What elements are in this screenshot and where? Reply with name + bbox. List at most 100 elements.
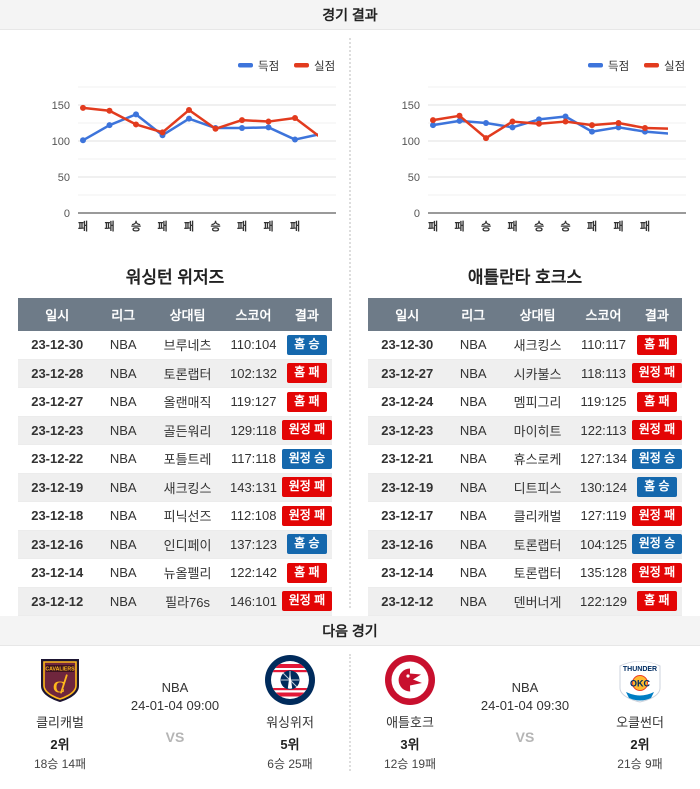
svg-text:실점: 실점 — [664, 60, 685, 73]
team-name: 워싱위저 — [266, 714, 314, 730]
game-opponent: 새크킹스 — [163, 480, 212, 496]
game-score: 137:123 — [229, 536, 277, 552]
game-result-cell: 홈 패 — [282, 562, 332, 583]
game-opponent: 토론랩터 — [513, 537, 562, 553]
game-score: 130:124 — [579, 479, 627, 495]
results-table-hawks: 일시 리그 상대팀 스코어 결과 23-12-30 NBA 새크킹스 110:117 홈… — [368, 298, 683, 616]
game-result-cell: 원정 패 — [631, 562, 683, 583]
game-result-cell: 원정 패 — [281, 505, 333, 526]
game-score: 122:142 — [229, 565, 277, 581]
game-opponent: 새크킹스 — [513, 338, 562, 354]
game-opponent: 뉴올펠리 — [163, 566, 212, 582]
game-score: 104:125 — [579, 536, 627, 552]
game-league: NBA — [109, 508, 137, 524]
table-header-row: 일시 리그 상대팀 스코어 결과 — [18, 298, 332, 331]
score-line-chart-hawks: 0 50 100 150 패 패 승 패 승 승 패 패 패 득점 실점 — [402, 60, 686, 233]
svg-text:0: 0 — [414, 208, 420, 220]
table-body-wizards: 23-12-30 NBA 브루네츠 110:104 홈 승 23-12-28 NBA 토론랩터… — [18, 331, 333, 616]
game-date: 23-12-23 — [381, 422, 434, 438]
game-league: NBA — [459, 422, 487, 438]
game-result-cell: 홈 패 — [632, 391, 682, 412]
table-row: 23-12-16 NBA 인디페이 137:123 홈 승 — [18, 530, 332, 559]
game-result-cell: 홈 패 — [282, 363, 332, 384]
result-badge: 원정 패 — [631, 505, 683, 526]
game-result-cell: 원정 패 — [631, 363, 683, 384]
table-row: 23-12-28 NBA 토론랩터 102:132 홈 패 — [18, 359, 332, 388]
result-badge: 원정 패 — [281, 505, 333, 526]
table-row: 23-12-23 NBA 골든워리 129:118 원정 패 — [18, 416, 333, 445]
svg-text:CAVALIERS: CAVALIERS — [45, 666, 75, 672]
result-badge: 원정 패 — [631, 420, 683, 441]
game-date: 23-12-27 — [31, 394, 84, 410]
game-date: 23-12-12 — [381, 593, 434, 609]
game-result-cell: 홈 승 — [632, 477, 682, 498]
team-record: 18승 14패 — [33, 756, 87, 771]
game-date: 23-12-24 — [381, 394, 434, 410]
vs-label: VS — [515, 729, 535, 745]
game-score: 122:113 — [580, 422, 627, 438]
cavaliers-logo: CAVALIERS C — [41, 658, 79, 702]
game-score: 110:117 — [580, 337, 627, 353]
table-row: 23-12-18 NBA 피닉선즈 112:108 원정 패 — [18, 502, 333, 531]
chart-y-axis-labels: 0 50 100 150 — [52, 100, 70, 220]
game-score: 146:101 — [229, 593, 277, 609]
game-opponent: 인디페이 — [163, 537, 212, 553]
game-league: NBA — [109, 422, 137, 438]
team-rank: 2위 — [630, 736, 650, 752]
col-header-score: 스코어 — [235, 308, 272, 323]
game-opponent: 골든워리 — [163, 423, 212, 439]
game-date: 23-12-27 — [381, 365, 434, 381]
game-opponent: 덴버너게 — [513, 594, 562, 610]
series-points-allowed — [80, 104, 318, 138]
wizards-logo — [265, 654, 315, 705]
col-header-opponent: 상대팀 — [169, 308, 206, 323]
next-game-section-title: 다음 경기 — [322, 622, 378, 639]
chart-y-axis-labels: 0 50 100 150 — [402, 100, 420, 220]
table-row: 23-12-12 NBA 덴버너게 122:129 홈 패 — [368, 587, 682, 616]
svg-text:득점: 득점 — [608, 60, 629, 73]
svg-text:50: 50 — [408, 172, 420, 184]
chart-legend: 득점 실점 — [238, 60, 335, 73]
game-score: 127:134 — [579, 451, 627, 467]
svg-text:패: 패 — [290, 219, 300, 233]
svg-text:50: 50 — [58, 172, 70, 184]
svg-text:승: 승 — [481, 220, 491, 233]
game-league: NBA — [459, 508, 487, 524]
game-opponent: 멤피그리 — [513, 395, 562, 411]
next-games: CAVALIERS C 클리캐벌 2위 18승 14패 NBA 24-01-04… — [0, 646, 700, 779]
game-opponent: 시카불스 — [513, 366, 562, 382]
team-record: 12승 19패 — [383, 756, 437, 771]
svg-text:패: 패 — [263, 219, 273, 233]
game-date: 23-12-16 — [31, 536, 84, 552]
score-line-chart-wizards: 0 50 100 150 패 패 승 패 패 승 패 패 패 득점 실점 — [52, 60, 336, 233]
result-badge: 홈 패 — [637, 334, 677, 355]
result-badge: 홈 승 — [637, 477, 677, 498]
col-header-result: 결과 — [294, 308, 319, 323]
next-game-card-hawks[interactable]: 애틀호크 3위 12승 19패 NBA 24-01-04 09:30 VS TH… — [350, 646, 700, 779]
game-league: NBA — [109, 479, 137, 495]
col-header-league: 리그 — [111, 308, 136, 323]
col-header-result: 결과 — [644, 308, 669, 323]
next-game-card-wizards[interactable]: CAVALIERS C 클리캐벌 2위 18승 14패 NBA 24-01-04… — [0, 646, 350, 779]
table-row: 23-12-21 NBA 휴스로케 127:134 원정 승 — [368, 445, 683, 474]
league-label: NBA — [511, 680, 539, 695]
col-header-score: 스코어 — [585, 308, 622, 323]
game-league: NBA — [109, 593, 137, 609]
game-league: NBA — [109, 337, 137, 353]
svg-text:패: 패 — [184, 219, 194, 233]
result-badge: 홈 패 — [287, 391, 327, 412]
result-badge: 홈 패 — [287, 363, 327, 384]
game-date: 23-12-30 — [31, 337, 84, 353]
game-league: NBA — [459, 593, 487, 609]
result-badge: 원정 패 — [631, 363, 683, 384]
svg-text:THUNDER: THUNDER — [623, 666, 657, 673]
result-badge: 원정 패 — [281, 420, 333, 441]
game-league: NBA — [459, 565, 487, 581]
svg-text:승: 승 — [560, 220, 570, 233]
panel-divider — [349, 38, 351, 608]
next-game-info: NBA 24-01-04 09:30 VS — [470, 680, 580, 745]
game-datetime: 24-01-04 09:30 — [480, 698, 570, 713]
series-points-allowed — [430, 112, 668, 142]
game-datetime: 24-01-04 09:00 — [130, 698, 220, 713]
game-opponent: 토론랩터 — [163, 366, 212, 382]
